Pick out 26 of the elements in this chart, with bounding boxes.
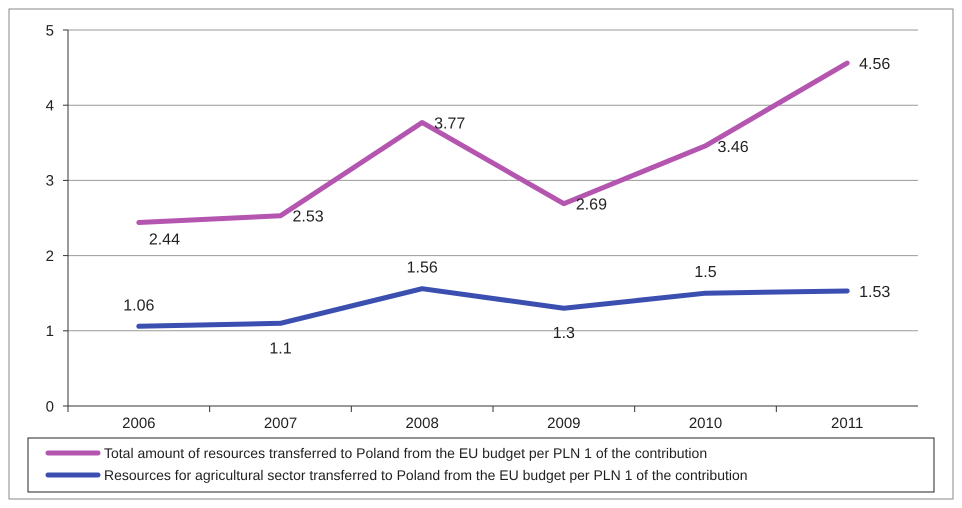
legend-label: Total amount of resources transferred to Poland from the EU budget per PLN 1 of the contribution: [104, 444, 708, 461]
x-tick-label: 2010: [688, 415, 722, 432]
data-label: 2.53: [292, 208, 324, 226]
y-tick-label: 5: [46, 22, 54, 40]
x-tick-label: 2006: [122, 415, 156, 432]
y-tick-label: 0: [46, 398, 54, 416]
y-tick-label: 1: [46, 323, 54, 340]
x-tick-label: 2008: [405, 415, 439, 432]
y-tick-label: 4: [46, 97, 54, 114]
data-label: 2.69: [576, 196, 608, 214]
data-label: 1.56: [406, 260, 438, 277]
y-tick-label: 2: [46, 248, 54, 265]
data-label: 1.1: [269, 340, 292, 358]
x-tick-label: 2011: [831, 415, 864, 432]
data-label: 3.46: [718, 138, 749, 156]
data-label: 1.5: [694, 264, 717, 282]
x-tick-label: 2007: [264, 415, 298, 432]
x-tick-label: 2009: [547, 415, 581, 432]
data-label: 4.56: [859, 56, 890, 74]
legend-label: Resources for agricultural sector transferred to Poland from the EU budget per PLN 1 of the contribution: [104, 466, 748, 483]
data-label: 3.77: [434, 115, 466, 132]
y-tick-label: 3: [46, 172, 54, 190]
data-label: 2.44: [148, 232, 180, 249]
data-label: 1.53: [859, 284, 890, 301]
data-label: 1.3: [552, 325, 576, 342]
data-label: 1.06: [123, 297, 155, 314]
